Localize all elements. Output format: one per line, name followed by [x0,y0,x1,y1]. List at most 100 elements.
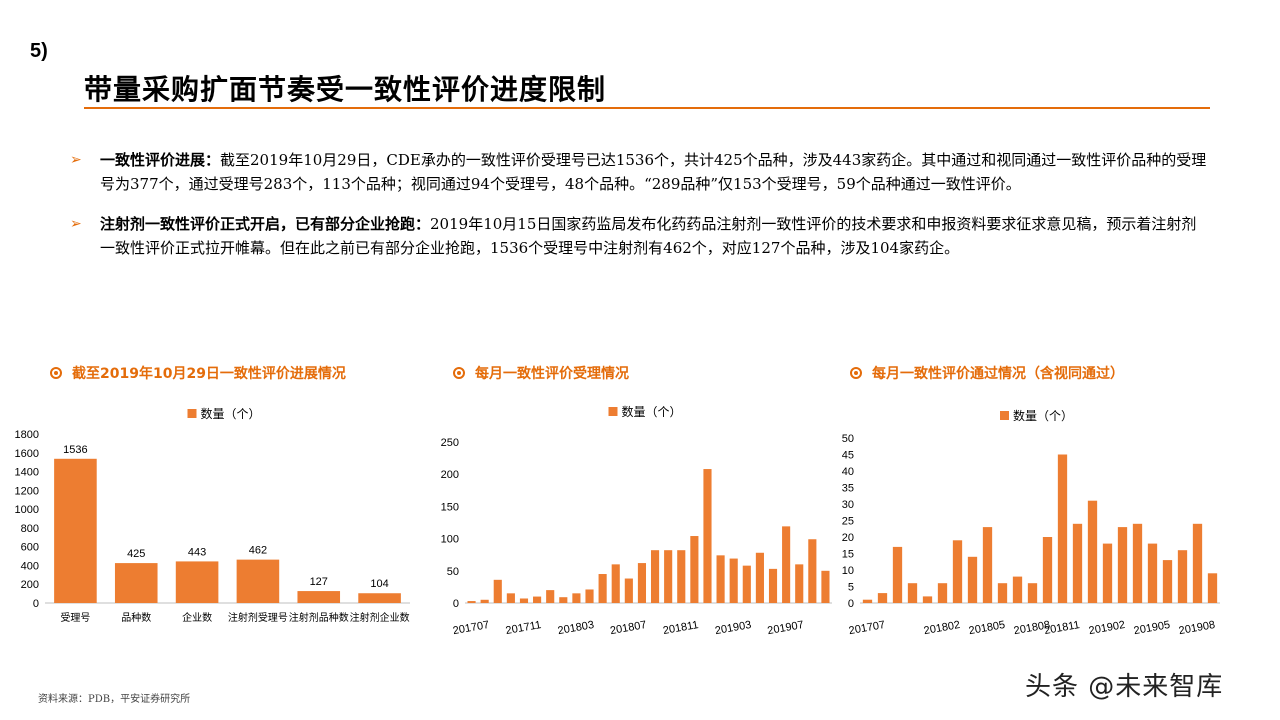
arrow-bullet-icon: ➢ [70,148,82,172]
bullet-item-progress: ➢ 一致性评价进展：截至2019年10月29日，CDE承办的一致性评价受理号已达… [70,148,1210,196]
chart-title-progress: 截至2019年10月29日一致性评价进展情况 [50,363,346,383]
y-tick-label: 0 [33,598,39,610]
x-tick-label: 企业数 [182,611,212,624]
bullet-lead: 一致性评价进展： [100,151,220,169]
chart-title-monthly-passed: 每月一致性评价通过情况（含视同通过） [850,363,1124,383]
y-tick-label: 250 [441,437,459,449]
bar [923,596,932,603]
bar [968,557,977,603]
x-tick-label: 201805 [968,619,1006,637]
data-label: 443 [188,546,206,558]
bar [908,583,917,603]
y-tick-label: 45 [842,450,854,462]
bar [1163,560,1172,603]
x-tick-label: 201802 [923,619,961,637]
bar [938,583,947,603]
legend-swatch [609,407,618,416]
bar [585,589,593,603]
bar [730,559,738,603]
bar [863,600,872,603]
bar [821,571,829,603]
bar [1148,544,1157,603]
bar [559,597,567,603]
x-tick-label: 品种数 [121,611,151,624]
x-tick-label: 201707 [848,619,886,637]
data-label: 104 [370,578,388,590]
y-tick-label: 1800 [15,429,39,441]
bar [983,527,992,603]
source-note: 资料来源：PDB，平安证券研究所 [38,690,190,705]
bar [782,526,790,603]
y-tick-label: 10 [842,565,854,577]
bar [481,600,489,603]
y-tick-label: 150 [441,501,459,513]
bar [1103,544,1112,603]
bar [677,550,685,603]
bar [1088,501,1097,603]
bar [115,563,158,603]
bar [520,598,528,603]
legend-label: 数量（个） [622,404,682,419]
x-tick-label: 注射剂企业数 [350,611,410,624]
y-tick-label: 800 [21,523,39,535]
legend-label: 数量（个） [1013,408,1073,423]
x-tick-label: 201803 [557,619,595,637]
x-tick-label: 201908 [1178,619,1216,637]
x-tick-label: 注射剂品种数 [289,611,349,624]
bar [358,593,401,603]
data-label: 462 [249,545,267,557]
y-tick-label: 20 [842,532,854,544]
x-tick-label: 201811 [662,619,699,637]
bar [1043,537,1052,603]
y-tick-label: 200 [21,579,39,591]
y-tick-label: 600 [21,542,39,554]
bar [467,601,475,603]
bar [795,564,803,603]
y-tick-label: 100 [441,534,459,546]
bar [717,555,725,603]
bar [756,553,764,603]
bar [1118,527,1127,603]
y-tick-label: 15 [842,549,854,561]
bar [690,536,698,603]
progress-bar-chart: 数量（个）02004006008001000120014001600180015… [0,400,420,640]
bar [237,560,280,603]
bar [664,550,672,603]
bar [572,593,580,603]
y-tick-label: 0 [453,598,459,610]
bar [625,579,633,603]
y-tick-label: 50 [842,433,854,445]
title-divider [84,107,1210,109]
y-tick-label: 50 [447,566,459,578]
y-tick-label: 35 [842,483,854,495]
bar [507,593,515,603]
x-tick-label: 201807 [609,619,647,637]
bar [998,583,1007,603]
bar [893,547,902,603]
bar [1193,524,1202,603]
data-label: 127 [310,576,328,588]
bar [1028,583,1037,603]
page-title: 带量采购扩面节奏受一致性评价进度限制 [84,68,606,108]
bar [612,564,620,603]
y-tick-label: 25 [842,516,854,528]
y-tick-label: 1400 [15,467,39,479]
bullet-list: ➢ 一致性评价进展：截至2019年10月29日，CDE承办的一致性评价受理号已达… [70,148,1210,276]
bar [769,569,777,603]
x-tick-label: 201903 [714,619,752,637]
bar [1058,455,1067,604]
bar [703,469,711,603]
y-tick-label: 5 [848,582,854,594]
y-tick-label: 1600 [15,448,39,460]
target-icon [453,367,465,379]
legend-swatch [1000,411,1009,420]
chart-title-monthly-accepted: 每月一致性评价受理情况 [453,363,629,383]
bar [953,540,962,603]
bar [808,539,816,603]
x-tick-label: 201905 [1133,619,1171,637]
y-tick-label: 0 [848,598,854,610]
bar [743,566,751,603]
bar [494,580,502,603]
x-tick-label: 201711 [505,619,542,637]
bar [638,563,646,603]
